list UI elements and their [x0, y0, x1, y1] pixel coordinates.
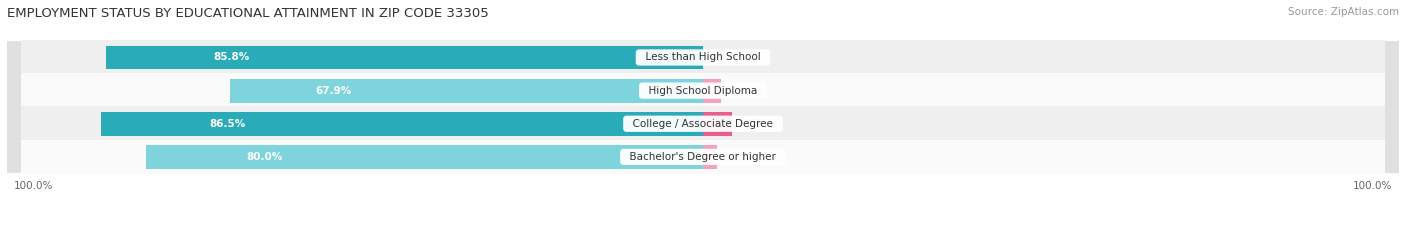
Bar	[703, 112, 731, 136]
Bar	[703, 79, 721, 103]
Text: 2.6%: 2.6%	[735, 86, 762, 96]
Bar	[7, 74, 1399, 107]
Text: 2.0%: 2.0%	[731, 152, 758, 162]
Text: 67.9%: 67.9%	[315, 86, 352, 96]
Bar	[146, 145, 703, 169]
Text: 100.0%: 100.0%	[14, 181, 53, 191]
Text: College / Associate Degree: College / Associate Degree	[626, 119, 780, 129]
Bar	[21, 73, 1385, 108]
Text: Source: ZipAtlas.com: Source: ZipAtlas.com	[1288, 7, 1399, 17]
Text: 4.1%: 4.1%	[745, 119, 772, 129]
Text: Less than High School: Less than High School	[638, 52, 768, 62]
Text: 100.0%: 100.0%	[1353, 181, 1392, 191]
Text: Bachelor's Degree or higher: Bachelor's Degree or higher	[623, 152, 783, 162]
Bar	[231, 79, 703, 103]
Bar	[21, 40, 1385, 75]
Bar	[7, 41, 1399, 74]
Bar	[105, 45, 703, 69]
Bar	[101, 112, 703, 136]
Bar	[21, 106, 1385, 141]
Text: 85.8%: 85.8%	[214, 52, 250, 62]
Bar	[7, 107, 1399, 140]
Text: 80.0%: 80.0%	[246, 152, 283, 162]
Bar	[21, 140, 1385, 174]
Bar	[7, 140, 1399, 173]
Bar	[703, 145, 717, 169]
Text: High School Diploma: High School Diploma	[643, 86, 763, 96]
Text: EMPLOYMENT STATUS BY EDUCATIONAL ATTAINMENT IN ZIP CODE 33305: EMPLOYMENT STATUS BY EDUCATIONAL ATTAINM…	[7, 7, 489, 20]
Text: 86.5%: 86.5%	[209, 119, 246, 129]
Text: 0.0%: 0.0%	[717, 52, 744, 62]
